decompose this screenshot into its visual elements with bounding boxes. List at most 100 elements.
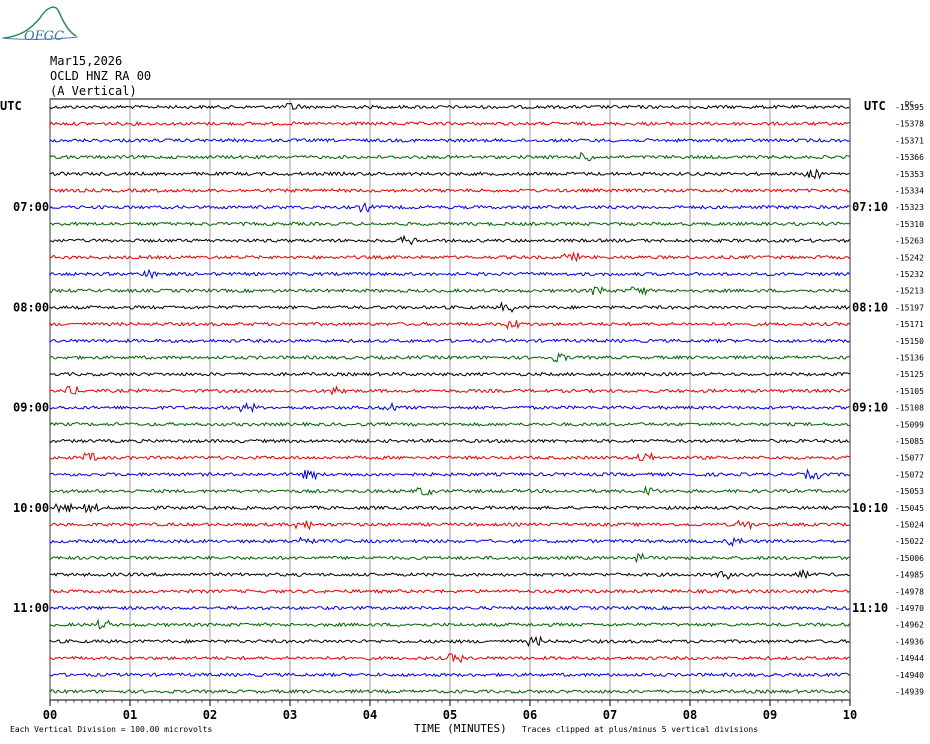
trace-row <box>49 468 850 481</box>
dc-offset-label: -15310 <box>895 220 924 229</box>
dc-offset-label: -15072 <box>895 470 924 479</box>
clip-note: Traces clipped at plus/minus 5 vertical … <box>522 725 759 734</box>
dc-offset-label: -15125 <box>895 370 924 379</box>
dc-offset-label: -15378 <box>895 120 924 129</box>
trace-row <box>49 519 850 531</box>
right-time-label: 11:10 <box>852 601 888 615</box>
trace-row <box>49 338 850 344</box>
x-tick-label: 00 <box>43 708 57 722</box>
trace-row <box>49 251 850 263</box>
dc-offset-label: -15077 <box>895 454 924 463</box>
dc-offset-label: -15105 <box>895 387 924 396</box>
trace-row <box>49 385 850 396</box>
dc-offset-label: -14962 <box>895 621 924 630</box>
ofgc-logo: OFGC <box>1 6 79 44</box>
trace-row <box>49 568 850 580</box>
x-tick-label: 06 <box>523 708 537 722</box>
date-label: Mar15,2026 <box>50 54 123 68</box>
trace-row <box>49 451 850 462</box>
trace-row <box>49 605 850 612</box>
dc-offset-label: -15371 <box>895 136 924 145</box>
trace-row <box>49 187 850 194</box>
x-tick-label: 10 <box>843 708 857 722</box>
trace-row <box>49 268 850 280</box>
dc-offset-label: -15197 <box>895 303 924 312</box>
trace-row <box>49 552 850 563</box>
trace-row <box>49 300 850 313</box>
trace-row <box>49 120 850 127</box>
dc-offset-label: -15213 <box>895 287 924 296</box>
dc-offset-label: -15171 <box>895 320 924 329</box>
dc-offset-label: -15366 <box>895 153 924 162</box>
dc-offset-label: -15136 <box>895 354 924 363</box>
trace-row <box>49 221 850 227</box>
trace-row <box>49 653 850 664</box>
dc-offset-label: -15353 <box>895 170 924 179</box>
trace-row <box>49 588 850 594</box>
right-time-label: 08:10 <box>852 300 888 314</box>
x-tick-label: 03 <box>283 708 297 722</box>
x-axis-title: TIME (MINUTES) <box>414 722 507 735</box>
trace-row <box>49 168 850 180</box>
dc-offset-label: -15053 <box>895 487 924 496</box>
left-utc-title: UTC <box>0 99 22 113</box>
trace-row <box>49 285 850 296</box>
trace-row <box>49 102 850 111</box>
trace-row <box>49 351 850 363</box>
dc-offset-label: -15232 <box>895 270 924 279</box>
trace-row <box>49 536 850 548</box>
right-utc-title: UTC <box>864 99 886 113</box>
trace-row <box>49 672 850 678</box>
dc-offset-label: -15045 <box>895 504 924 513</box>
left-time-label: 08:00 <box>13 300 49 314</box>
trace-row <box>49 485 850 496</box>
dc-offset-label: -14940 <box>895 671 924 680</box>
dc-offset-label: -14970 <box>895 604 924 613</box>
trace-row <box>49 137 850 144</box>
trace-row <box>49 421 850 428</box>
x-tick-label: 05 <box>443 708 457 722</box>
left-time-label: 11:00 <box>13 601 49 615</box>
chart-grid <box>49 98 851 706</box>
dc-offset-label: -14944 <box>895 654 924 663</box>
trace-row <box>49 635 850 648</box>
trace-row <box>49 688 850 695</box>
left-time-label: 10:00 <box>13 501 49 515</box>
dc-offset-label: -15022 <box>895 537 924 546</box>
dc-offset-label: -14936 <box>895 637 924 646</box>
x-tick-label: 04 <box>363 708 377 722</box>
left-time-label: 09:00 <box>13 401 49 415</box>
trace-row <box>49 202 850 213</box>
x-tick-label: 08 <box>683 708 697 722</box>
right-time-label: 10:10 <box>852 501 888 515</box>
dc-offset-label: -15108 <box>895 404 924 413</box>
trace-row <box>49 438 850 444</box>
trace-row <box>49 320 850 330</box>
component-label: (A Vertical) <box>50 84 137 98</box>
dc-offset-label: -15334 <box>895 187 924 196</box>
scale-note: Each Vertical Division = 100.00 microvol… <box>10 725 213 734</box>
dc-offset-label: -15242 <box>895 253 924 262</box>
station-label: OCLD HNZ RA 00 <box>50 69 152 83</box>
trace-row <box>49 234 850 246</box>
dc-offset-label: -14978 <box>895 587 924 596</box>
axis-labels: 00 01 02 03 04 05 06 07 08 09 10 -15395 -15378 -15371… <box>0 99 924 722</box>
trace-row <box>49 151 850 162</box>
trace-row <box>49 371 850 377</box>
x-tick-label: 02 <box>203 708 217 722</box>
x-tick-label: 01 <box>123 708 137 722</box>
trace-group <box>49 102 850 695</box>
dc-offset-label: -15323 <box>895 203 924 212</box>
dc-offset-label: -15263 <box>895 237 924 246</box>
right-time-label: 07:10 <box>852 200 888 214</box>
dc-offset-label: -15395 <box>895 103 924 112</box>
dc-offset-label: -15099 <box>895 420 924 429</box>
right-time-label: 09:10 <box>852 401 888 415</box>
logo-text: OFGC <box>24 29 64 44</box>
dc-offset-label: -14939 <box>895 688 924 697</box>
x-tick-label: 07 <box>603 708 617 722</box>
dc-offset-label: -14985 <box>895 571 924 580</box>
left-time-label: 07:00 <box>13 200 49 214</box>
x-tick-label: 09 <box>763 708 777 722</box>
